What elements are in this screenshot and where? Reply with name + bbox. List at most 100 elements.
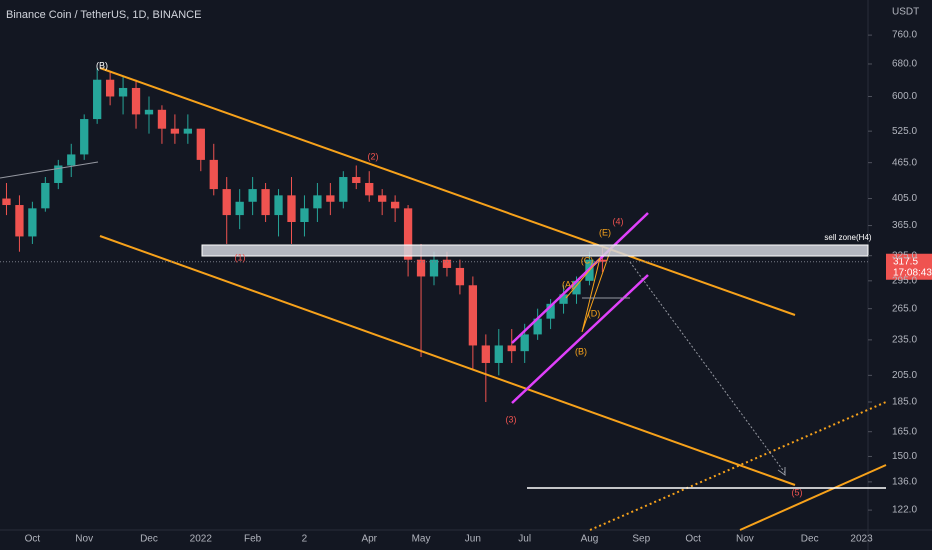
- annotation: (2): [368, 151, 379, 161]
- x-tick-label: Jul: [518, 534, 531, 545]
- overlay: 317.517:08:43 (B) (1) (2) (3) (4) (5) (A) (B) (C)…: [0, 60, 932, 497]
- annotation: (B): [96, 60, 108, 70]
- wave-lines: [565, 245, 613, 333]
- candle-body: [183, 128, 192, 134]
- y-tick-label: 600.0: [892, 91, 917, 102]
- candle-body: [248, 189, 257, 202]
- candle-body: [54, 165, 63, 183]
- y-tick-label: 325.0: [892, 250, 917, 261]
- y-tick-label: 122.0: [892, 505, 917, 516]
- candle-body: [274, 195, 283, 216]
- candle-body: [313, 195, 322, 209]
- candle-body: [261, 189, 270, 216]
- price-tag: [886, 253, 932, 280]
- candle-body: [287, 195, 296, 223]
- x-tick-label: Jun: [465, 534, 481, 545]
- annotation: (1): [235, 252, 246, 262]
- candle-body: [2, 198, 11, 206]
- price-tag-countdown: 17:08:43: [893, 267, 932, 278]
- candle-body: [300, 208, 309, 223]
- annotation: (E): [599, 227, 611, 237]
- annotation: (D): [588, 308, 601, 318]
- y-tick-label: 205.0: [892, 370, 917, 381]
- y-tick-label: 760.0: [892, 30, 917, 41]
- candle-body: [15, 205, 24, 237]
- x-tick-label: May: [412, 534, 431, 545]
- wedge-upper: [511, 212, 649, 344]
- candle-body: [429, 259, 439, 277]
- drawings: [0, 67, 887, 531]
- candle-body: [157, 109, 167, 129]
- y-tick-label: 235.0: [892, 335, 917, 346]
- x-tick-label: Dec: [801, 534, 819, 545]
- y-tick-label: 465.0: [892, 157, 917, 168]
- candle-body: [533, 318, 542, 335]
- candle-body: [403, 208, 413, 260]
- candle-body: [80, 119, 89, 155]
- candle-body: [390, 201, 400, 209]
- x-tick-label: Oct: [685, 534, 701, 545]
- candle-body: [196, 128, 205, 160]
- candle-body: [41, 182, 50, 209]
- candle-body: [572, 280, 581, 295]
- dotted-line: [589, 401, 887, 531]
- y-tick-label: 405.0: [892, 193, 917, 204]
- channel-upper: [99, 67, 796, 316]
- y-tick-label: 165.0: [892, 426, 917, 437]
- candle-body: [442, 259, 452, 268]
- x-tick-label: 2: [302, 534, 308, 545]
- candle-body: [507, 345, 516, 352]
- y-tick-label: 295.0: [892, 275, 917, 286]
- candle-body: [67, 154, 76, 166]
- candle-body: [144, 109, 154, 115]
- candle-body: [93, 79, 102, 120]
- candle-body: [170, 128, 180, 134]
- annotation: (3): [506, 414, 517, 424]
- y-tick-label: 136.0: [892, 477, 917, 488]
- y-tick-label: 150.0: [892, 451, 917, 462]
- candle-body: [598, 259, 607, 262]
- x-tick-label: Apr: [361, 534, 377, 545]
- annotation: (B): [575, 346, 587, 356]
- candle-body: [416, 259, 426, 277]
- x-tick-label: 2022: [190, 534, 213, 545]
- annotation: (A): [562, 279, 574, 289]
- y-tick-label: 185.0: [892, 397, 917, 408]
- support-line: [739, 464, 887, 531]
- x-tick-label: Nov: [75, 534, 93, 545]
- x-tick-label: Dec: [140, 534, 158, 545]
- x-tick-label: Oct: [25, 534, 41, 545]
- y-tick-label: 365.0: [892, 220, 917, 231]
- candle-body: [339, 177, 348, 202]
- x-tick-label: Sep: [632, 534, 650, 545]
- candle-body: [494, 345, 503, 363]
- currency-label: USDT: [892, 7, 919, 18]
- price-tag-value: 317.5: [893, 256, 918, 267]
- channel-lower: [99, 235, 796, 486]
- x-tick-label: Nov: [736, 534, 754, 545]
- y-tick-label: 265.0: [892, 303, 917, 314]
- x-tick-label: Feb: [244, 534, 262, 545]
- x-tick-label: 2023: [850, 534, 873, 545]
- candle-body: [326, 195, 335, 202]
- annotation: (C): [581, 255, 594, 265]
- candle-body: [455, 267, 465, 286]
- candle-body: [365, 182, 374, 196]
- candle-body: [105, 79, 115, 97]
- candle-body: [222, 189, 231, 216]
- candle-body: [131, 87, 141, 115]
- annotation: (5): [792, 487, 803, 497]
- candle-body: [559, 294, 568, 304]
- candle-body: [468, 285, 478, 346]
- y-tick-label: 525.0: [892, 126, 917, 137]
- candle-body: [28, 208, 37, 237]
- candle-body: [209, 159, 218, 190]
- chart-title: Binance Coin / TetherUS, 1D, BINANCE: [6, 9, 201, 21]
- x-tick-label: Aug: [581, 534, 599, 545]
- y-tick-label: 680.0: [892, 59, 917, 70]
- candle-body: [378, 195, 387, 202]
- candle-body: [235, 201, 244, 216]
- trend-line: [0, 161, 99, 179]
